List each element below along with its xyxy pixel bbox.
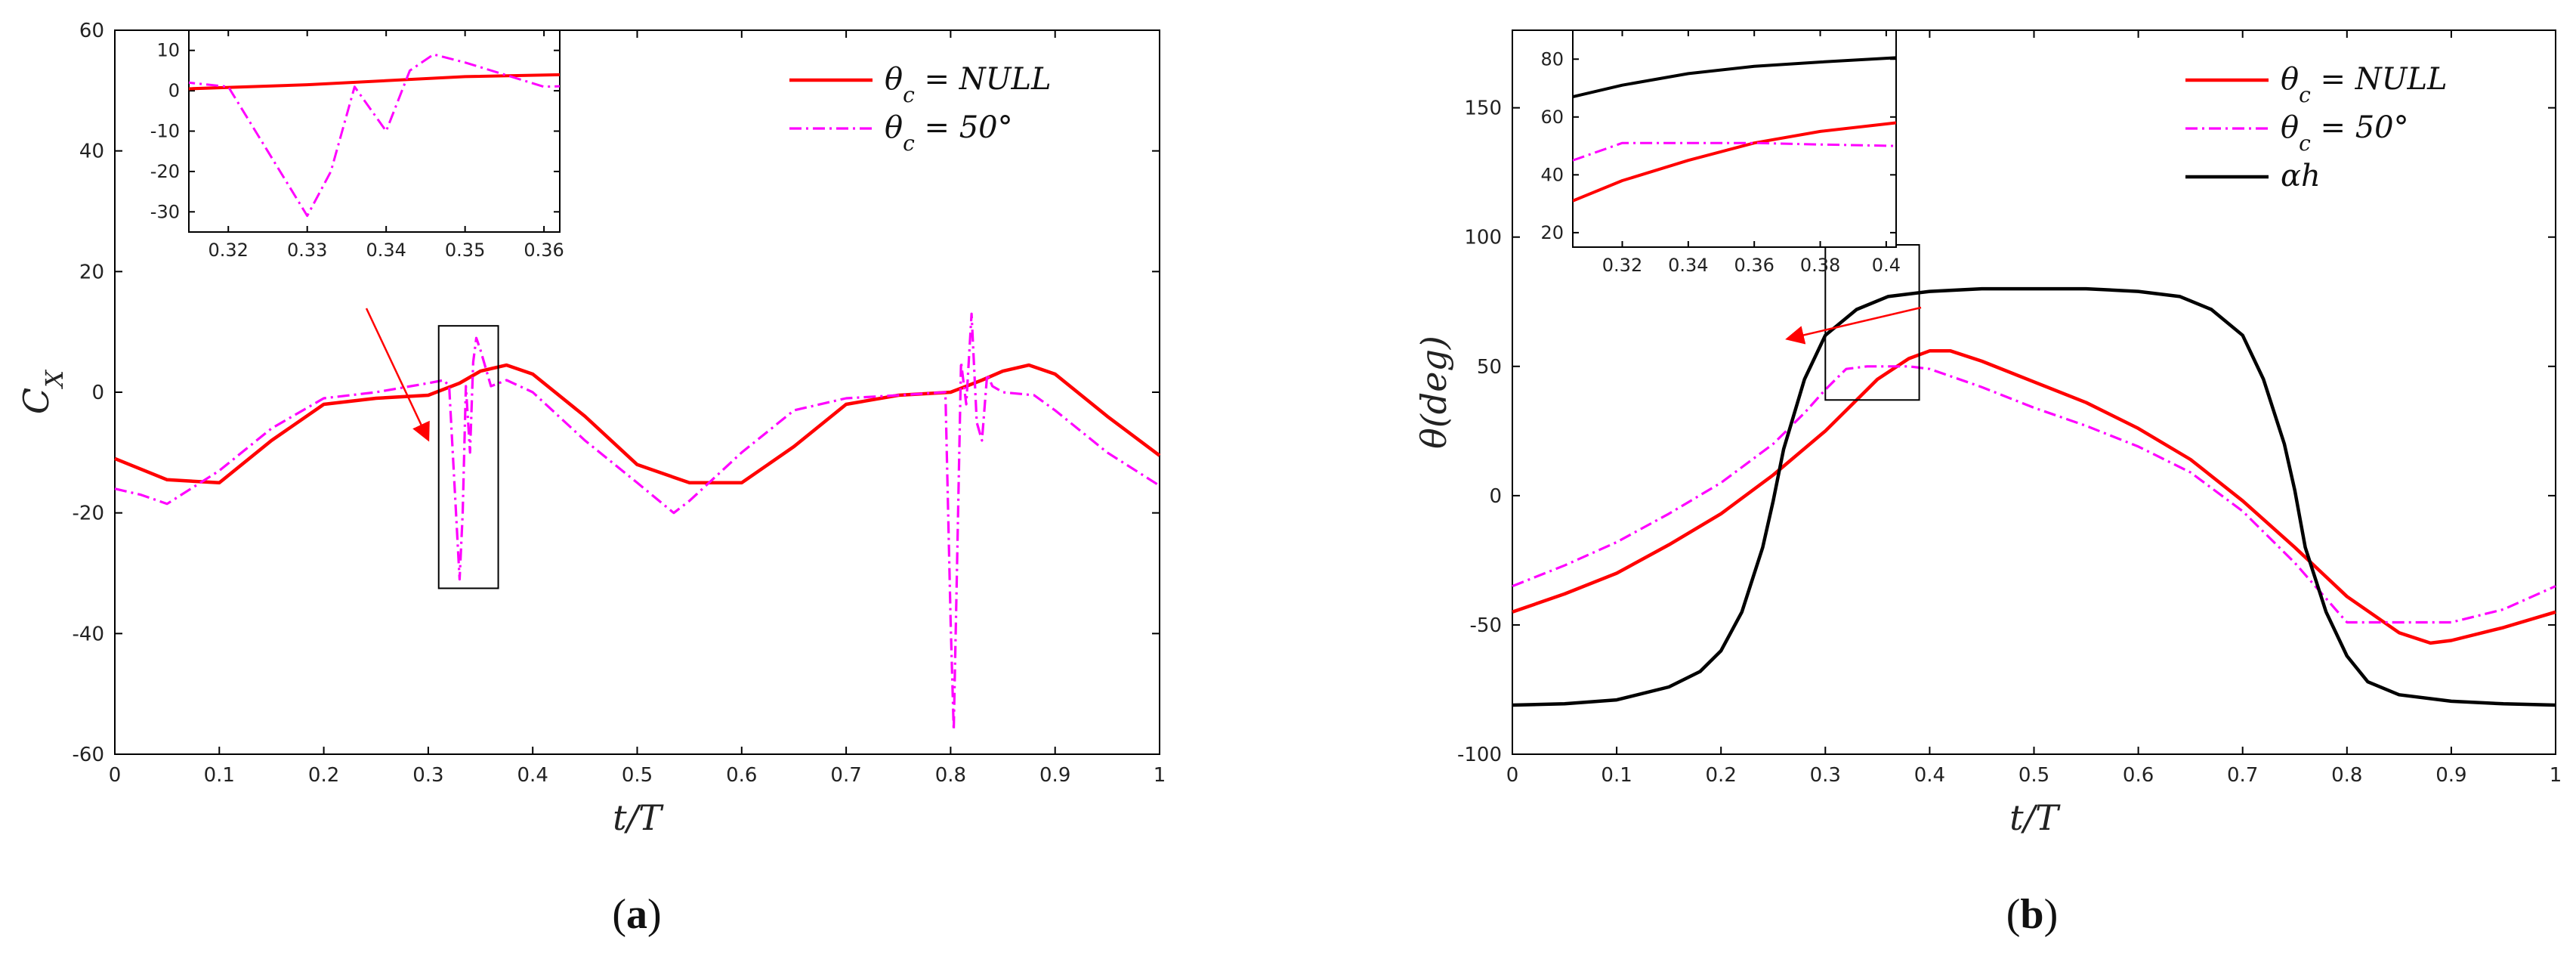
inset-y-tick-label: 60: [1540, 107, 1564, 128]
inset-y-tick-label: -20: [150, 161, 180, 182]
x-tick-label: 0.5: [622, 764, 653, 787]
panel-caption: (b): [2006, 891, 2058, 938]
x-tick-label: 0.8: [935, 764, 966, 787]
panel-a: 0 0.1 0.2 0.3 0.4 0.5 0.6 0.7 0.8 0.9 1 -60 -40 -20 0 2…: [16, 20, 1166, 838]
inset-y-tick-label: -30: [150, 201, 180, 222]
y-tick-label: 150: [1464, 97, 1502, 120]
y-tick-label: 0: [1489, 485, 1502, 508]
x-axis-label: t/T: [2009, 797, 2061, 838]
x-tick-label: 1: [2550, 764, 2562, 787]
inset-x-tick-label: 0.32: [208, 240, 249, 261]
x-tick-label: 0.3: [1810, 764, 1841, 787]
y-axis-label: CX: [16, 370, 69, 414]
series-line: [1512, 286, 2556, 707]
zoom-box: [437, 325, 499, 589]
inset-x-tick-label: 0.38: [1800, 255, 1840, 276]
legend-entry: θc = NULL: [2281, 62, 2448, 107]
y-tick-label: -60: [73, 744, 104, 766]
inset-x-tick-label: 0.32: [1602, 255, 1642, 276]
series-line: [1512, 349, 2556, 645]
inset-plot: 0.32 0.34 0.36 0.38 0.4 80 60 40 20: [1540, 29, 1901, 276]
x-tick-label: 0.5: [2018, 764, 2049, 787]
panel-b: 0 0.1 0.2 0.3 0.4 0.5 0.6 0.7 0.8 0.9 1 -100 -50 0 50 1…: [1413, 29, 2562, 838]
legend-entry: αh: [2281, 159, 2321, 193]
inset-series-line: [1573, 121, 1896, 203]
inset-series-line: [1573, 141, 1896, 162]
y-tick-label: -20: [73, 503, 104, 525]
inset-x-tick-label: 0.33: [287, 240, 327, 261]
legend-entry: θc = 50°: [885, 110, 1013, 156]
legend-entry: θc = NULL: [885, 62, 1052, 107]
inset-y-tick-label: 0: [168, 80, 180, 101]
x-tick-label: 0: [1506, 764, 1519, 787]
x-axis-label: t/T: [613, 797, 664, 838]
x-tick-label: 0: [109, 764, 122, 787]
inset-x-tick-label: 0.4: [1872, 255, 1901, 276]
x-tick-label: 0.4: [517, 764, 548, 787]
zoom-arrow: [365, 308, 430, 442]
zoom-arrow: [1785, 306, 1922, 345]
y-tick-label: -50: [1470, 614, 1502, 637]
inset-series-line: [1573, 56, 1896, 98]
y-tick-label: -40: [73, 623, 104, 645]
x-tick-label: 0.9: [2435, 764, 2466, 787]
y-tick-label: 40: [79, 141, 104, 163]
captions: (a) (b): [612, 891, 2058, 938]
x-tick-label: 0.2: [308, 764, 339, 787]
legend-entry: θc = 50°: [2281, 110, 2409, 156]
x-tick-label: 1: [1154, 764, 1166, 787]
inset-y-tick-label: 80: [1540, 48, 1564, 70]
x-tick-label: 0.9: [1039, 764, 1070, 787]
x-tick-label: 0.8: [2331, 764, 2362, 787]
series-line: [114, 363, 1161, 485]
x-tick-label: 0.3: [412, 764, 443, 787]
inset-y-tick-label: 40: [1540, 164, 1564, 185]
panel-caption: (a): [612, 891, 661, 938]
y-tick-label: 60: [79, 20, 104, 42]
x-tick-label: 0.7: [830, 764, 861, 787]
y-tick-label: 0: [91, 382, 104, 404]
x-tick-label: 0.1: [204, 764, 235, 787]
y-tick-label: 50: [1477, 356, 1502, 379]
x-tick-label: 0.6: [726, 764, 757, 787]
inset-y-tick-label: -10: [150, 121, 180, 142]
y-tick-label: 20: [79, 261, 104, 283]
inset-x-tick-label: 0.34: [366, 240, 406, 261]
inset-x-tick-label: 0.36: [524, 240, 564, 261]
inset-frame: [1572, 29, 1897, 248]
series-line: [1512, 365, 2556, 624]
x-tick-label: 0.1: [1601, 764, 1632, 787]
inset-plot: 0.32 0.33 0.34 0.35 0.36 10 0 -10 -20 -30: [150, 29, 564, 261]
x-tick-label: 0.7: [2227, 764, 2258, 787]
y-tick-label: -100: [1457, 744, 1502, 766]
inset-x-tick-label: 0.35: [445, 240, 485, 261]
x-tick-label: 0.2: [1706, 764, 1737, 787]
x-tick-label: 0.4: [1914, 764, 1945, 787]
y-axis-label: θ(deg): [1413, 336, 1454, 449]
inset-y-tick-label: 10: [156, 40, 180, 61]
y-tick-label: 100: [1464, 227, 1502, 249]
series-line: [114, 312, 1160, 732]
inset-y-tick-label: 20: [1540, 222, 1564, 243]
inset-frame: [188, 29, 561, 233]
inset-x-tick-label: 0.36: [1734, 255, 1774, 276]
x-tick-label: 0.6: [2123, 764, 2154, 787]
inset-x-tick-label: 0.34: [1668, 255, 1708, 276]
